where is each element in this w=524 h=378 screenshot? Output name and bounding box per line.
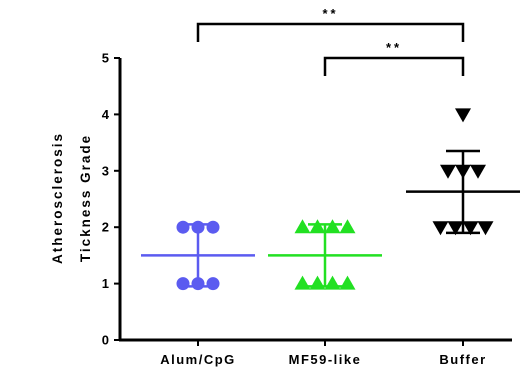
- data-point: [191, 220, 205, 234]
- data-point: [206, 220, 220, 234]
- significance-bracket: **: [323, 40, 465, 76]
- series-group: [268, 219, 382, 290]
- y-tick-label: 4: [102, 107, 110, 122]
- data-point: [462, 221, 479, 236]
- x-ticks: Alum/CpG MF59-like Buffer: [160, 340, 486, 367]
- data-point: [324, 219, 341, 234]
- series-group: [406, 108, 520, 236]
- data-point: [294, 219, 311, 234]
- y-axis-title: Atherosclerosis Tickness Grade: [50, 132, 93, 264]
- data-point: [191, 277, 205, 291]
- data-point: [339, 219, 356, 234]
- y-ticks: 0 1 2 3 4 5: [102, 51, 120, 348]
- x-category-label: MF59-like: [289, 352, 362, 367]
- data-point: [206, 277, 220, 291]
- axes: [118, 58, 512, 342]
- y-tick-label: 5: [102, 51, 109, 66]
- y-tick-label: 3: [102, 163, 109, 178]
- data-point: [176, 277, 190, 291]
- bracket-line: [323, 56, 465, 76]
- y-tick-label: 2: [102, 220, 109, 235]
- x-category-label: Alum/CpG: [160, 352, 236, 367]
- series-group: [141, 220, 255, 291]
- data-point: [294, 275, 311, 290]
- significance-bracket: **: [196, 6, 465, 42]
- y-tick-label: 1: [102, 276, 109, 291]
- significance-label: **: [322, 6, 338, 21]
- x-category-label: Buffer: [439, 352, 486, 367]
- data-point: [176, 220, 190, 234]
- data-point: [309, 275, 326, 290]
- data-point: [440, 164, 456, 179]
- data-point: [477, 221, 494, 236]
- bracket-line: [196, 22, 465, 42]
- data-point: [447, 221, 464, 236]
- y-tick-label: 0: [102, 333, 109, 348]
- data-point: [339, 275, 356, 290]
- series-layer: [141, 108, 520, 291]
- significance-label: **: [386, 40, 402, 55]
- data-point: [432, 221, 449, 236]
- data-point: [470, 164, 486, 179]
- significance-brackets: ** **: [196, 6, 465, 76]
- y-axis-title-line-2: Tickness Grade: [78, 134, 93, 262]
- data-point: [455, 164, 471, 179]
- y-axis-title-line-1: Atherosclerosis: [50, 132, 65, 264]
- data-point: [309, 219, 326, 234]
- data-point: [324, 275, 341, 290]
- data-point: [455, 108, 471, 123]
